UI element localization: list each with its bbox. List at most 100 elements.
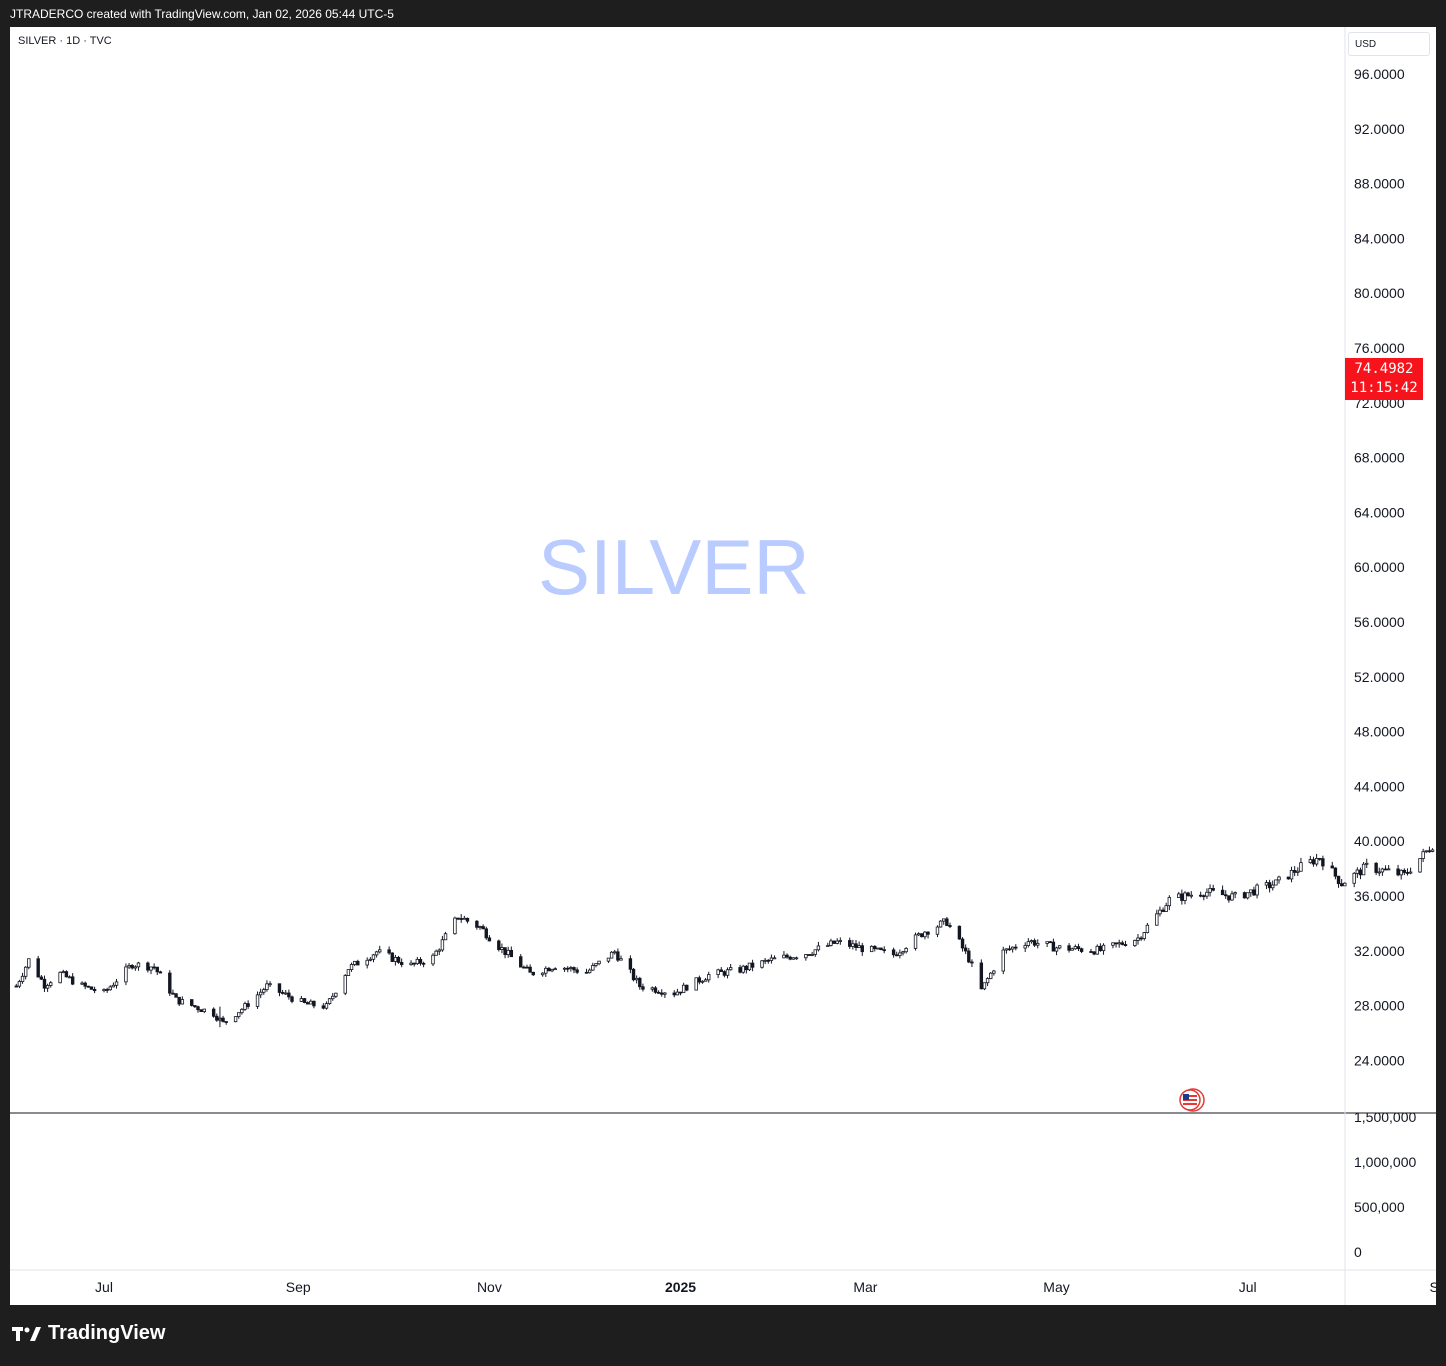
candle-body	[1286, 876, 1291, 880]
candle-body	[963, 947, 968, 952]
us-flag-event-icon[interactable]	[1178, 1088, 1206, 1112]
x-tick-label: Mar	[853, 1279, 877, 1295]
candle-body	[237, 1012, 241, 1017]
candle-body	[948, 925, 952, 927]
y-tick-label: 24.0000	[1354, 1052, 1405, 1068]
candle-body	[280, 992, 285, 994]
candle-body	[1183, 892, 1187, 901]
candle-body	[1421, 851, 1425, 859]
candle-body	[393, 956, 398, 962]
chart-panel[interactable]: SILVER · 1D · TVC SILVER USD 96.0000 92.0…	[10, 27, 1436, 1305]
tradingview-logo-text: TradingView	[48, 1322, 166, 1344]
candle-body	[1057, 945, 1062, 949]
y-tick-label: 88.0000	[1354, 176, 1405, 192]
candle-body	[785, 954, 789, 958]
candle-body	[437, 949, 441, 952]
candle-body	[613, 951, 617, 954]
candle-body	[791, 957, 796, 960]
candle-body	[371, 954, 376, 960]
candle-body	[879, 947, 883, 951]
candle-body	[992, 970, 996, 974]
candle-body	[970, 961, 974, 964]
candle-body	[1161, 909, 1165, 912]
candle-body	[1001, 949, 1005, 972]
candle-body	[111, 984, 116, 988]
y-tick-label: 84.0000	[1354, 230, 1405, 246]
symbol-label[interactable]: SILVER · 1D · TVC	[18, 35, 112, 47]
candle-body	[838, 940, 843, 942]
candle-body	[1408, 871, 1413, 874]
tradingview-logo[interactable]: TradingView	[12, 1322, 165, 1345]
candle-body	[1076, 946, 1081, 950]
candle-body	[36, 958, 40, 978]
y-tick-label: 60.0000	[1354, 559, 1405, 575]
candle-body	[299, 998, 304, 1002]
candle-body	[1145, 924, 1150, 934]
candle-body	[487, 937, 492, 942]
candle-body	[697, 977, 702, 983]
candle-body	[634, 977, 639, 981]
candle-body	[587, 969, 592, 974]
candle-body	[309, 1000, 313, 1005]
candle-body	[772, 957, 777, 960]
candle-body	[1180, 893, 1184, 901]
candle-body	[1365, 862, 1369, 865]
candle-body	[531, 971, 535, 976]
y-tick-label: 56.0000	[1354, 614, 1405, 630]
candle-body	[1424, 850, 1428, 853]
candle-body	[506, 949, 510, 956]
candle-body	[989, 972, 993, 979]
candle-body	[750, 962, 755, 968]
last-price-value: 74.4982	[1354, 361, 1414, 377]
candle-body	[1361, 863, 1366, 876]
candle-body	[1271, 884, 1275, 889]
candle-body	[1358, 869, 1363, 876]
candle-body	[102, 989, 106, 992]
attribution-header: JTRADERCO created with TradingView.com, …	[10, 7, 394, 21]
candle-body	[1067, 945, 1071, 951]
volume-tick-label: 0	[1354, 1244, 1362, 1260]
candle-body	[982, 982, 987, 990]
candle-body	[807, 954, 811, 956]
candle-body	[1051, 941, 1056, 952]
y-tick-label: 92.0000	[1354, 121, 1405, 137]
candle-body	[638, 977, 642, 988]
candle-body	[418, 958, 423, 964]
candle-body	[1299, 862, 1303, 872]
price-chart[interactable]: 96.0000 92.0000 88.0000 84.0000 80.0000 76.00…	[10, 27, 1436, 1305]
candle-body	[1007, 948, 1012, 951]
candle-body	[190, 999, 194, 1006]
candle-body	[594, 963, 598, 966]
y-tick-label: 96.0000	[1354, 66, 1405, 82]
candle-body	[58, 971, 62, 984]
candle-body	[1133, 939, 1137, 946]
currency-selector[interactable]: USD	[1348, 32, 1430, 56]
candle-body	[663, 992, 667, 995]
candle-body	[277, 983, 282, 993]
candle-body	[694, 977, 698, 991]
candle-body	[45, 985, 50, 989]
candle-body	[1205, 891, 1209, 897]
candle-body	[287, 992, 291, 998]
candle-body	[243, 1003, 247, 1010]
candle-body	[67, 976, 72, 979]
candle-body	[290, 996, 294, 1002]
candle-body	[1032, 940, 1037, 946]
candle-body	[1314, 857, 1319, 865]
candle-body	[224, 1021, 228, 1023]
candle-body	[42, 978, 47, 989]
candle-body	[1255, 884, 1259, 896]
candle-body	[171, 992, 175, 995]
candle-body	[747, 962, 752, 971]
candle-body	[349, 964, 354, 971]
candle-body	[456, 917, 460, 920]
candles	[14, 846, 1435, 1028]
candle-body	[221, 1017, 225, 1022]
y-tick-label: 36.0000	[1354, 888, 1405, 904]
candle-body	[503, 947, 507, 956]
candle-body	[465, 917, 470, 922]
candle-body	[653, 987, 658, 993]
candle-body	[957, 925, 962, 940]
candle-body	[816, 945, 821, 951]
candle-body	[744, 965, 749, 971]
